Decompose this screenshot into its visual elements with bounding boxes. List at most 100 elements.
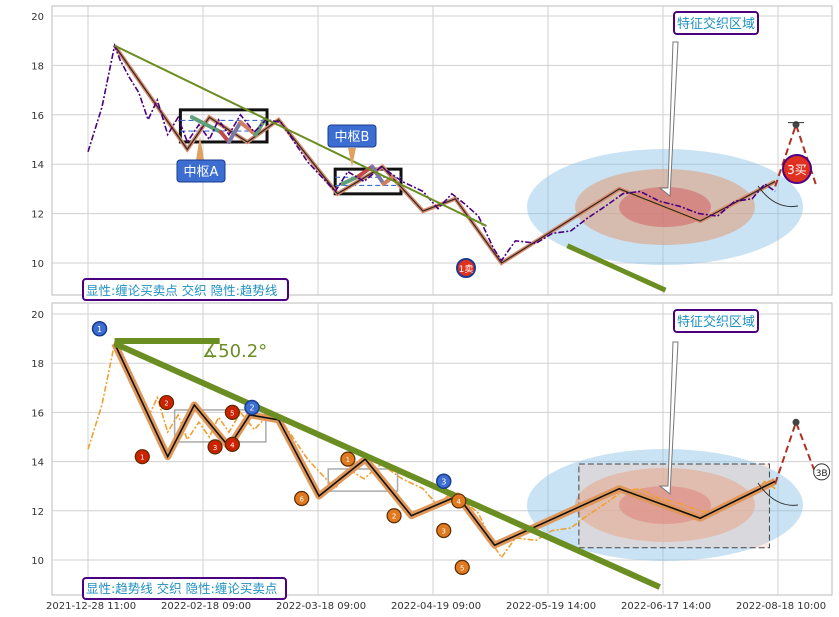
sell-1-marker: 1卖	[456, 258, 476, 278]
top-series-lines	[87, 42, 777, 266]
bottom-zhongshu-box-1	[327, 468, 399, 492]
x-tick-label: 2022-05-19 14:00	[506, 601, 596, 612]
bottom-arrow-callout: 特征交织区域	[658, 309, 759, 495]
x-tick-label: 2022-04-19 09:00	[391, 601, 481, 612]
blue-badge-label: 2	[249, 403, 254, 412]
y-tick-label: 10	[31, 556, 44, 567]
top-trendline	[114, 44, 487, 227]
top-zigzag-line	[114, 45, 776, 264]
signal-badge-label: 5	[460, 564, 464, 572]
top-legend: 显性:缠论买卖点 交织 隐性:趋势线	[82, 278, 289, 301]
blue-badge-2	[244, 399, 260, 416]
y-tick-label: 16	[31, 408, 44, 419]
signal-badge-label: 5	[230, 409, 234, 417]
zhongshu-a-box	[176, 159, 226, 183]
buy-3-label: 3买	[787, 163, 807, 177]
signal-badge-label: 2	[392, 513, 396, 521]
y-tick-label: 18	[31, 61, 44, 72]
bottom-gridlines	[52, 303, 832, 595]
bottom-badges: 3B 1 2 3 1 2 3 4 5 6 1 2 3 4 5	[91, 321, 831, 575]
top-arrow-callout: 特征交织区域	[658, 11, 759, 197]
bottom-series-lines	[87, 338, 817, 590]
buy-3-badge	[782, 154, 812, 184]
top-trendline-extension	[566, 243, 667, 293]
x-tick-label: 2022-02-18 09:00	[161, 601, 251, 612]
blue-badge-3	[435, 473, 452, 490]
trend-angle-label: ∡50.2°	[202, 341, 267, 362]
zhongshu-a-label-group: 中枢A	[176, 136, 226, 183]
signal-badge-label: 1	[346, 456, 350, 464]
zhongshu-segment	[189, 115, 223, 135]
y-tick-label: 20	[31, 12, 44, 23]
zhongshu-a-arrow	[196, 136, 204, 160]
top-callout-arrow	[658, 41, 679, 197]
zhongshu-a-label: 中枢A	[184, 165, 219, 180]
signal-badge	[454, 559, 470, 575]
zhongshu-b-label-group: 中枢B	[327, 124, 377, 167]
top-forecast-curve	[757, 185, 799, 208]
y-tick-label: 12	[31, 210, 44, 221]
top-legend-text: 显性:缠论买卖点 交织 隐性:趋势线	[86, 283, 278, 298]
signal-badge	[294, 490, 310, 507]
sell-1-badge	[456, 258, 476, 278]
bottom-legend-box	[82, 577, 287, 600]
bottom-callout-box	[673, 309, 759, 333]
bottom-plot-frame	[51, 302, 833, 596]
zhongshu-segment	[370, 164, 386, 186]
bottom-legend: 显性:趋势线 交织 隐性:缠论买卖点	[82, 577, 287, 600]
zhongshu-segment	[238, 120, 258, 137]
zhongshu-b-label: 中枢B	[335, 130, 370, 145]
x-tick-label: 2022-03-18 09:00	[276, 601, 366, 612]
signal-badge-label: 6	[299, 496, 304, 504]
signal-badge-label: 4	[457, 498, 462, 506]
signal-badge-label: 3	[442, 527, 446, 535]
top-price-line	[87, 42, 776, 262]
blue-badge-label: 3	[441, 477, 446, 486]
top-callout-box	[673, 11, 759, 35]
signal-badge	[224, 436, 240, 452]
signal-badge	[436, 522, 452, 539]
blue-badge-1	[91, 321, 108, 337]
signal-badge-label: 2	[164, 400, 168, 408]
forecast-3b-circle	[813, 463, 831, 481]
bottom-trendline	[113, 340, 661, 590]
top-callout-label: 特征交织区域	[677, 16, 755, 32]
bottom-forecast-peak	[792, 418, 800, 426]
signal-badge	[340, 451, 356, 467]
top-overlays	[114, 44, 817, 293]
zhongshu-b-box	[327, 124, 377, 148]
signal-badge	[158, 394, 175, 411]
zhongshu-segment	[340, 174, 361, 186]
signal-badge	[451, 493, 467, 509]
bottom-callout-label: 特征交织区域	[677, 314, 755, 330]
x-tick-label: 2022-08-18 10:00	[736, 601, 826, 612]
y-tick-label: 12	[31, 507, 44, 518]
top-legend-box	[82, 278, 289, 301]
signal-badge	[224, 404, 240, 420]
signal-badge-label: 1	[140, 454, 144, 462]
y-tick-label: 14	[31, 458, 44, 469]
signal-badge-label: 3	[213, 444, 217, 452]
bottom-legend-text: 显性:趋势线 交织 隐性:缠论买卖点	[86, 581, 277, 596]
x-tick-labels: 2021-12-28 11:00 2022-02-18 09:00 2022-03-…	[46, 601, 826, 612]
top-y-tick-labels: 10 12 14 16 18 20	[31, 12, 44, 270]
y-tick-label: 20	[31, 310, 44, 321]
signal-badge	[386, 508, 402, 524]
zhongshu-segment	[226, 120, 243, 144]
top-panel: 10 12 14 16 18 20 特征交织区域 中枢A 中枢B 1卖 3买	[31, 5, 833, 301]
bottom-forecast-curve	[757, 482, 799, 506]
y-tick-label: 10	[31, 259, 44, 270]
buy-3-marker: 3买	[782, 154, 812, 184]
sell-1-label: 1卖	[459, 264, 474, 275]
top-plot-frame	[51, 5, 833, 296]
blue-badge-label: 1	[97, 325, 102, 334]
bottom-callout-arrow	[658, 341, 679, 495]
bottom-zigzag-line	[113, 343, 776, 547]
bottom-y-tick-labels: 10 12 14 16 18 20	[31, 310, 44, 567]
bottom-forecast-line	[774, 419, 817, 485]
signal-badge	[134, 449, 150, 465]
y-tick-label: 16	[31, 111, 44, 122]
x-tick-label: 2021-12-28 11:00	[46, 601, 136, 612]
